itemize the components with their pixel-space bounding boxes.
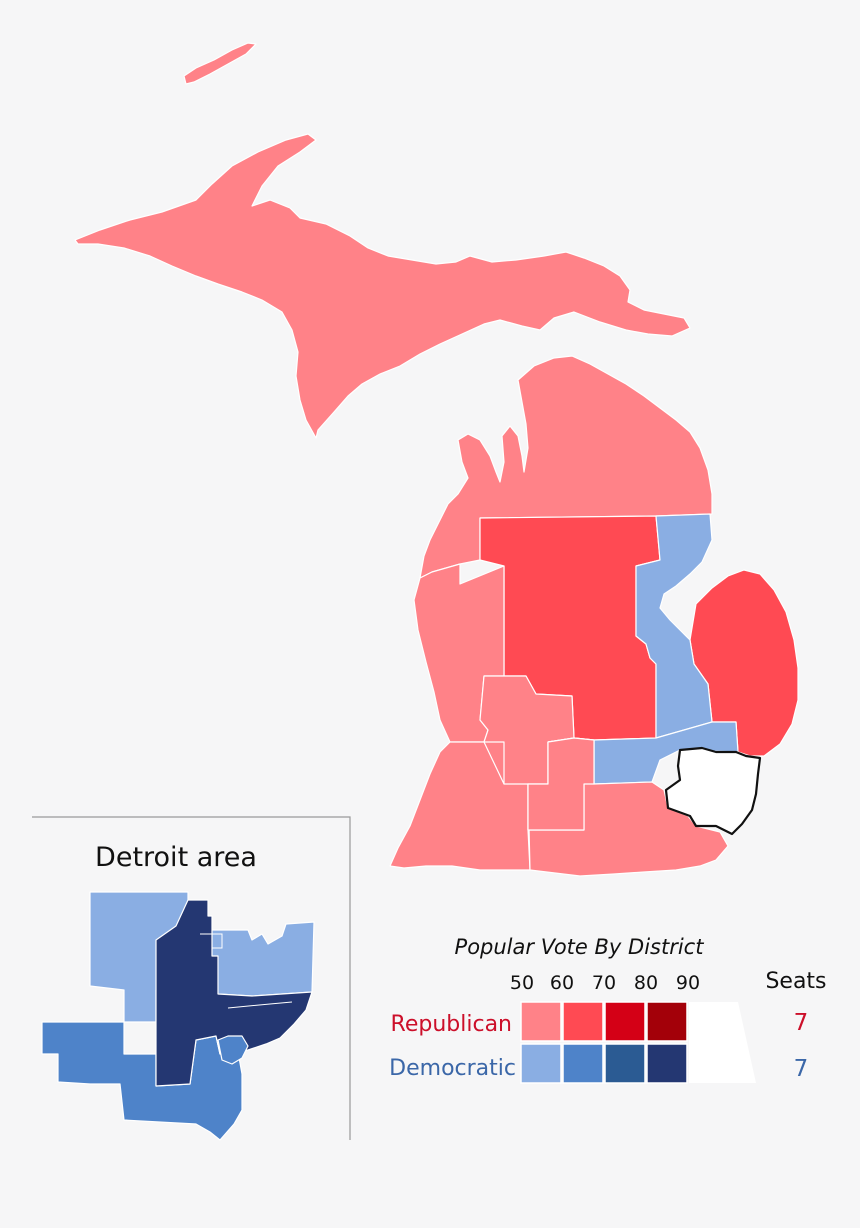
party-label-democratic: Democratic xyxy=(389,1056,516,1081)
district-south-central xyxy=(527,737,595,831)
seats-header: Seats xyxy=(765,969,826,994)
scale-label-80: 80 xyxy=(634,972,658,994)
scale-label-50: 50 xyxy=(510,972,534,994)
seats-republican: 7 xyxy=(794,1010,809,1036)
scale-label-70: 70 xyxy=(592,972,616,994)
district-upper-peninsula xyxy=(74,133,691,439)
inset-district-detroit-core xyxy=(155,899,313,1087)
detroit-inset xyxy=(41,891,315,1141)
swatch-rep-50 xyxy=(520,1001,562,1042)
swatch-rep-80 xyxy=(646,1001,688,1042)
legend-tail xyxy=(689,1002,756,1083)
district-northern-lower xyxy=(419,355,713,579)
scale-label-60: 60 xyxy=(550,972,574,994)
swatch-dem-60 xyxy=(562,1043,604,1084)
swatch-dem-50 xyxy=(520,1043,562,1084)
district-detroit-outline xyxy=(664,746,762,836)
swatch-dem-70 xyxy=(604,1043,646,1084)
swatch-rep-60 xyxy=(562,1001,604,1042)
swatch-dem-80 xyxy=(646,1043,688,1084)
district-bay xyxy=(635,513,713,739)
inset-title: Detroit area xyxy=(95,842,257,873)
party-label-republican: Republican xyxy=(391,1012,512,1037)
inset-boundary-line xyxy=(200,930,293,1009)
legend-swatches xyxy=(520,1001,756,1084)
inset-frame xyxy=(32,816,351,1140)
seats-democratic: 7 xyxy=(794,1056,809,1082)
district-isle-royale xyxy=(183,42,257,85)
legend-scale: 50 60 70 80 90 xyxy=(510,972,700,994)
scale-label-90: 90 xyxy=(676,972,700,994)
inset-district-downriver xyxy=(217,1035,249,1065)
inset-district-sw xyxy=(41,1021,243,1141)
legend-title: Popular Vote By District xyxy=(455,935,705,959)
swatch-rep-70 xyxy=(604,1001,646,1042)
